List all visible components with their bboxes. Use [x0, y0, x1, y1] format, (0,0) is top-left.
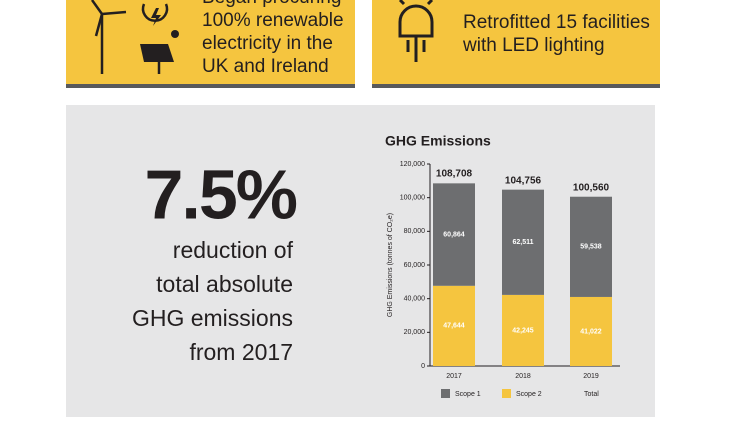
- bar-segment: [433, 285, 475, 366]
- legend-label: Scope 1: [455, 391, 481, 398]
- y-tick-label: 40,000: [404, 296, 426, 303]
- segment-label: 59,538: [580, 244, 602, 251]
- box-border: [66, 84, 355, 88]
- highlight-text: UK and Ireland: [202, 56, 329, 77]
- bar-segment: [570, 196, 612, 297]
- y-axis-label: GHG Emissions (tonnes of CO₂e): [387, 213, 394, 317]
- segment-label: 60,864: [443, 231, 465, 238]
- stat-text: from 2017: [189, 339, 293, 365]
- chart-title: GHG Emissions: [385, 133, 491, 149]
- legend-swatch: [502, 389, 511, 398]
- highlight-text: Began procuring: [202, 0, 341, 8]
- highlight-text: electricity in the: [202, 33, 333, 54]
- stat-text: GHG emissions: [132, 305, 293, 331]
- bolt-icon: [141, 3, 169, 26]
- segment-label: 62,511: [512, 239, 533, 246]
- bulb-icon: [398, 0, 434, 62]
- y-tick-label: 100,000: [400, 195, 425, 202]
- bar-segment: [570, 296, 612, 366]
- legend-label: Scope 2: [516, 391, 542, 398]
- bar-segment: [502, 189, 544, 295]
- bar-segment: [433, 183, 475, 286]
- total-label: 100,560: [573, 182, 610, 193]
- stat-headline: 7.5%: [144, 155, 296, 233]
- stat-text: total absolute: [156, 271, 293, 297]
- bar-segment: [502, 294, 544, 366]
- solar-icon: [140, 30, 179, 74]
- x-tick-label: 2017: [446, 373, 462, 380]
- total-label: 104,756: [505, 175, 542, 186]
- highlight-text: 100% renewable: [202, 10, 344, 31]
- turbine-icon: [90, 0, 127, 74]
- highlight-text: with LED lighting: [462, 35, 605, 56]
- legend-label: Total: [584, 391, 599, 398]
- stat-panel: [66, 105, 655, 417]
- y-tick-label: 120,000: [400, 161, 425, 168]
- y-tick-label: 20,000: [404, 329, 426, 336]
- highlight-box: [372, 0, 660, 84]
- y-tick-label: 80,000: [404, 228, 426, 235]
- y-tick-label: 0: [421, 363, 425, 370]
- segment-label: 47,644: [443, 323, 465, 330]
- legend-swatch: [441, 389, 450, 398]
- total-label: 108,708: [436, 169, 473, 180]
- y-tick-label: 60,000: [404, 262, 426, 269]
- x-tick-label: 2019: [583, 373, 599, 380]
- highlight-text: Retrofitted 15 facilities: [463, 12, 650, 33]
- box-border: [372, 84, 660, 88]
- segment-label: 41,022: [580, 328, 602, 335]
- segment-label: 42,245: [512, 327, 534, 334]
- stat-text: reduction of: [173, 237, 294, 263]
- x-tick-label: 2018: [515, 373, 531, 380]
